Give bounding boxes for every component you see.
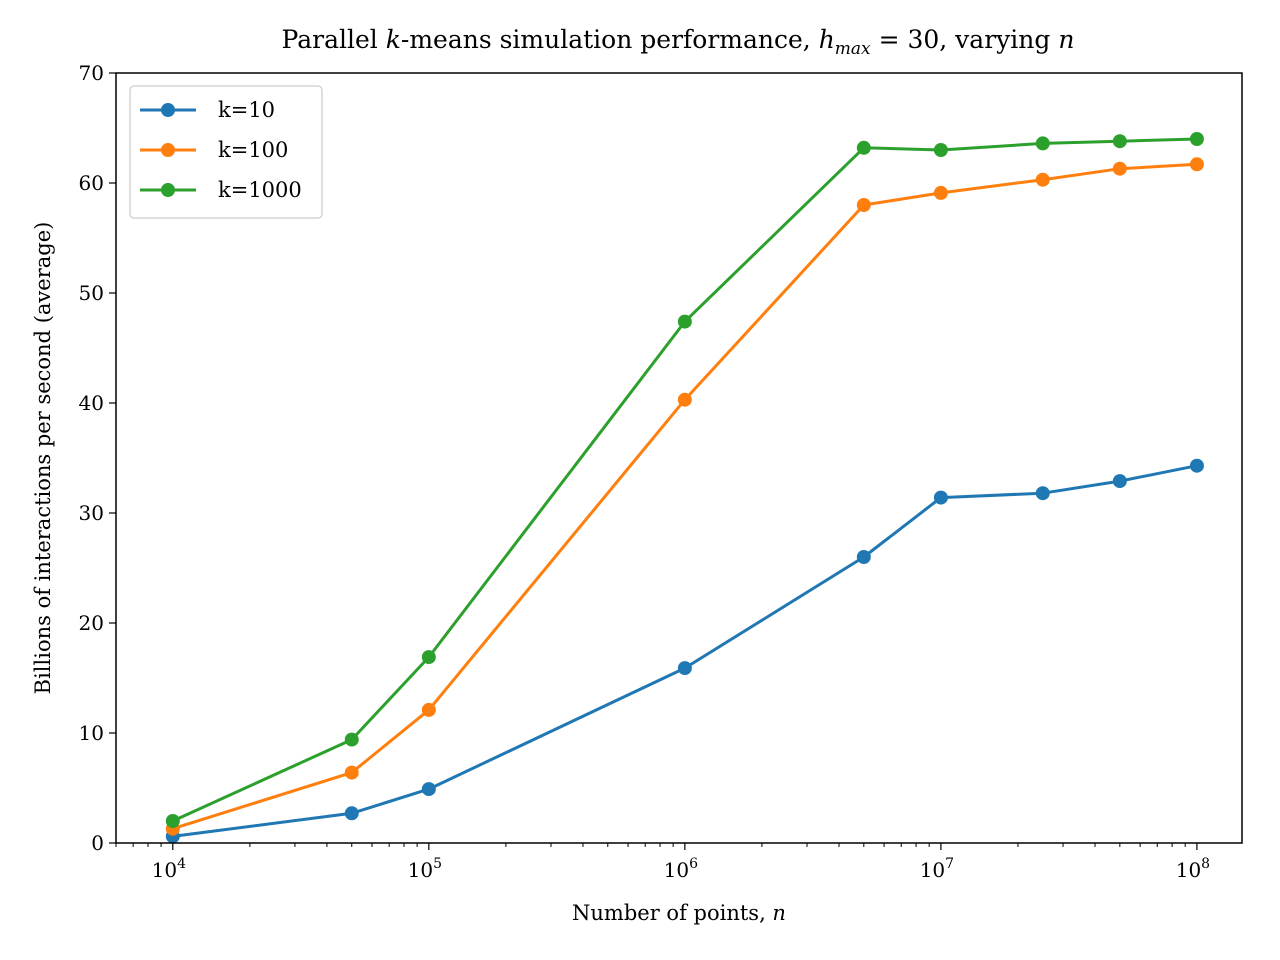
data-point [856,198,871,212]
legend-label: k=100 [218,138,288,162]
y-tick-label: 20 [79,611,104,635]
chart-title: Parallel k-means simulation performance,… [282,25,1075,59]
data-point [344,765,359,780]
data-point [421,782,436,797]
y-tick-label: 0 [91,831,104,855]
data-point [1112,134,1127,149]
data-point [677,392,692,407]
series-line [172,137,1197,823]
y-tick-label: 10 [79,721,104,745]
data-point [1035,172,1050,187]
y-tick-label: 60 [79,171,104,195]
y-tick-label: 40 [79,391,104,415]
x-axis-label: Number of points, n [572,901,786,925]
data-point [344,732,359,747]
y-tick-label: 30 [79,501,104,525]
x-tick-label: 107 [920,856,954,882]
y-tick-label: 70 [79,61,104,85]
data-point [1035,486,1050,501]
legend-label: k=10 [218,98,275,122]
data-point [344,806,359,821]
data-point [165,814,180,828]
legend-label: k=1000 [218,178,302,202]
data-point [421,702,436,717]
data-point [421,650,436,665]
legend-marker [161,103,175,117]
plot-area [165,132,1204,844]
data-point [1035,136,1050,151]
legend-box [129,85,323,219]
legend-marker [161,183,175,197]
y-tick-label: 50 [79,281,104,305]
data-point [1112,474,1127,489]
data-point [1189,458,1204,473]
legend: k=10 k=100 k=1000 [129,85,323,219]
data-point [1189,132,1204,146]
data-point [933,143,948,157]
data-point [933,490,948,505]
axes-frame [115,72,1243,844]
data-point [677,661,692,676]
y-axis-label: Billions of interactions per second (ave… [31,222,55,695]
data-point [677,314,692,329]
x-tick-label: 108 [1176,856,1210,882]
x-tick-label: 105 [408,856,442,882]
data-point [933,185,948,200]
data-point [856,140,871,155]
data-point [1189,157,1204,172]
data-point [1112,161,1127,176]
x-tick-label: 104 [152,856,186,882]
legend-marker [161,143,175,157]
data-point [856,550,871,564]
x-tick-label: 106 [664,856,698,882]
